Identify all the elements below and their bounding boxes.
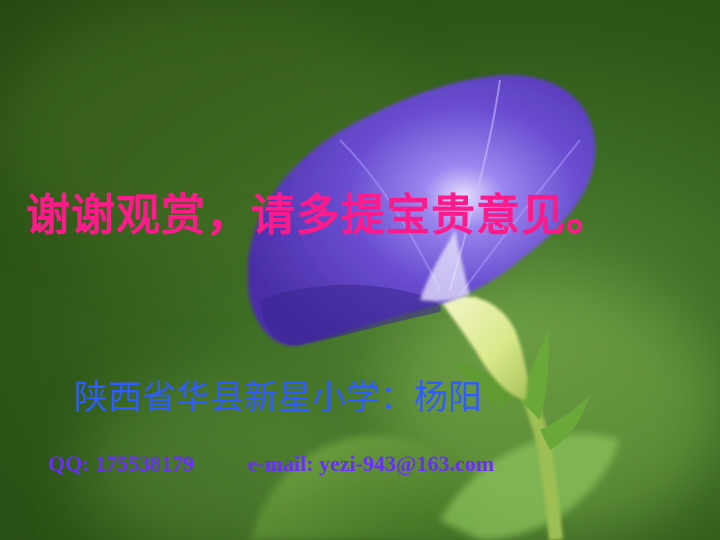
sepal: [520, 330, 549, 420]
contact-line: QQ: 175538179 e-mail: yezi-943@163.com: [48, 450, 494, 478]
sepal: [540, 395, 590, 450]
petal-vein: [459, 139, 581, 296]
leaf: [250, 435, 482, 540]
thank-you-title: 谢谢观赏，请多提宝贵意见。: [26, 190, 611, 241]
author-line: 陕西省华县新星小学：杨阳: [74, 378, 482, 418]
flower-petal-shadow: [260, 284, 441, 346]
email-address: e-mail: yezi-943@163.com: [247, 451, 495, 476]
flower-throat: [440, 296, 527, 400]
petal-vein: [339, 139, 441, 291]
sepal: [450, 360, 515, 410]
leaf: [440, 433, 620, 540]
qq-number: QQ: 175538179: [48, 451, 195, 476]
flower-center-highlight: [420, 230, 470, 302]
flower-petal: [248, 74, 596, 346]
